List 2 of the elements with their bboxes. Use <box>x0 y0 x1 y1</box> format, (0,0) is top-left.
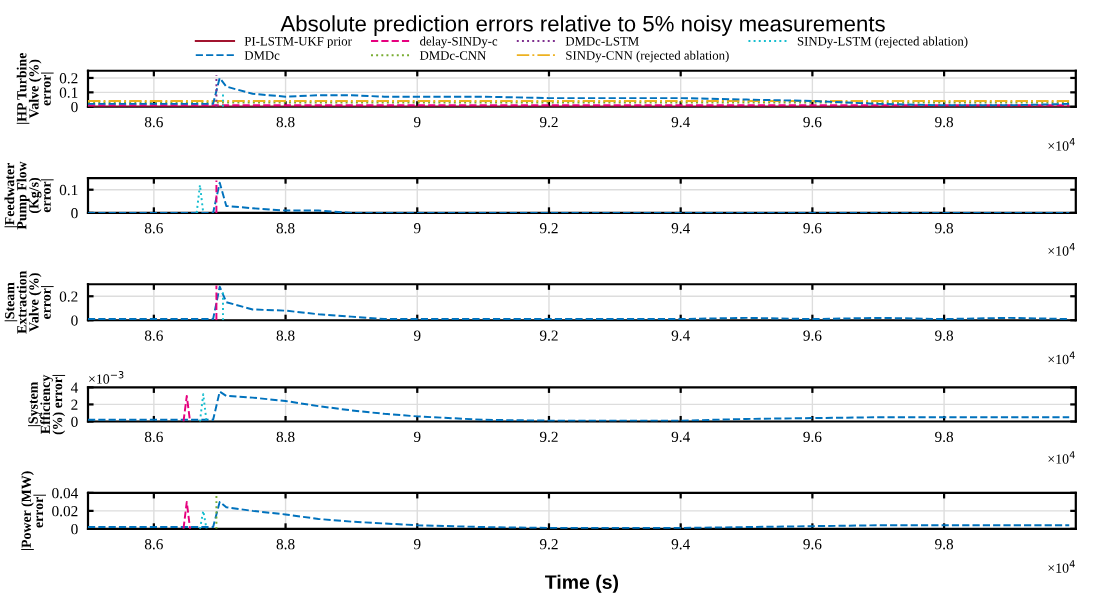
chart-title: Absolute prediction errors relative to 5% noisy measurements <box>280 15 885 36</box>
x-axis-title: Time (s) <box>545 574 619 593</box>
